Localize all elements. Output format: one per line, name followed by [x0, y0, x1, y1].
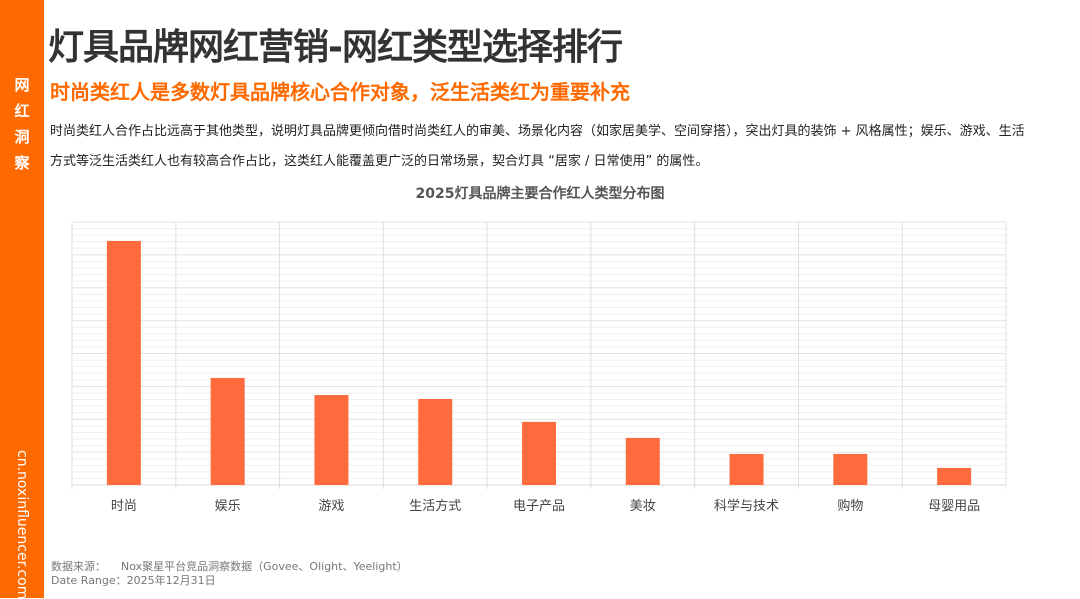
page-title: 灯具品牌网红营销-网红类型选择排行 [48, 27, 623, 68]
bar-生活方式 [418, 398, 453, 485]
sidebar-char: 察 [14, 154, 30, 172]
sidebar-title: 网 红 洞 察 [0, 72, 44, 176]
sidebar-char: 网 [14, 76, 30, 94]
bar-科学与技术 [729, 453, 764, 485]
bar-时尚 [106, 240, 141, 485]
x-tick-label: 电子产品 [513, 499, 565, 514]
page-subtitle: 时尚类红人是多数灯具品牌核心合作对象，泛生活类红为重要补充 [50, 80, 630, 104]
source-value: Nox聚星平台竞品洞察数据（Govee、Olight、Yeelight） [121, 560, 408, 573]
date-value: 2025年12月31日 [126, 574, 216, 587]
x-tick-label: 游戏 [318, 499, 344, 514]
source-label: 数据来源： [51, 560, 106, 573]
sidebar: 网 红 洞 察 cn.noxinfluencer.com [0, 0, 44, 599]
chart-title: 2025灯具品牌主要合作红人类型分布图 [415, 186, 665, 202]
description: 时尚类红人合作占比远高于其他类型，说明灯具品牌更倾向借时尚类红人的审美、场景化内… [50, 124, 1025, 169]
x-tick-label: 生活方式 [409, 498, 461, 514]
bar-娱乐 [210, 377, 245, 485]
x-tick-label: 娱乐 [215, 499, 241, 514]
x-tick-label: 科学与技术 [714, 498, 779, 514]
bar-母婴用品 [937, 467, 972, 485]
x-tick-label: 美妆 [630, 499, 656, 514]
sidebar-char: 洞 [14, 128, 30, 146]
footer-source: 数据来源： Nox聚星平台竞品洞察数据（Govee、Olight、Yeelight… [51, 560, 408, 588]
date-label: Date Range： [51, 574, 127, 587]
sidebar-char: 红 [14, 102, 30, 120]
x-tick-label: 母婴用品 [928, 499, 980, 514]
bar-购物 [833, 453, 868, 485]
x-tick-label: 时尚 [111, 499, 137, 514]
x-tick-label: 购物 [837, 498, 863, 514]
bar-美妆 [625, 437, 660, 485]
bar-电子产品 [522, 421, 556, 485]
bar-游戏 [314, 395, 349, 485]
